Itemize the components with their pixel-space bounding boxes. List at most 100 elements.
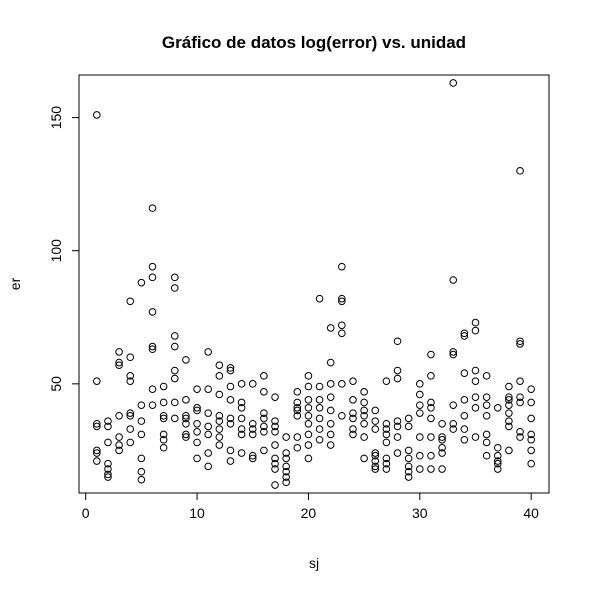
data-point (182, 414, 190, 423)
data-point (349, 409, 357, 417)
data-point (471, 318, 480, 327)
data-point (326, 380, 335, 388)
data-point (449, 350, 458, 359)
data-point (326, 358, 335, 367)
data-point (159, 411, 168, 420)
data-point (516, 337, 524, 346)
data-point (460, 396, 469, 404)
data-point (460, 369, 469, 377)
data-point (438, 449, 446, 457)
data-point (449, 419, 458, 428)
data-point (427, 404, 435, 412)
data-point (215, 425, 224, 433)
data-point (159, 435, 168, 444)
data-point (315, 425, 324, 433)
data-point (516, 340, 524, 348)
data-point (226, 446, 235, 455)
data-point (404, 467, 413, 476)
data-point (449, 425, 458, 433)
data-point (304, 454, 313, 463)
x-tick-label: 30 (412, 505, 428, 521)
data-point (416, 433, 424, 441)
data-point (493, 404, 502, 412)
y-tick-label: 100 (48, 239, 64, 263)
data-point (516, 427, 524, 436)
data-point (427, 398, 435, 407)
data-point (115, 361, 123, 370)
data-point (115, 441, 123, 449)
data-point (182, 419, 190, 428)
data-point (326, 324, 335, 332)
data-point (115, 446, 123, 455)
data-point (215, 361, 224, 370)
data-point (360, 406, 368, 415)
data-point (182, 430, 190, 439)
data-point (104, 422, 112, 431)
data-point (360, 411, 368, 420)
data-point (460, 411, 469, 420)
data-point (349, 430, 357, 439)
data-point (449, 276, 458, 284)
data-point (360, 433, 368, 441)
data-point (215, 417, 224, 425)
data-point (215, 411, 224, 420)
data-point (182, 396, 190, 404)
data-point (460, 435, 469, 444)
data-point (137, 475, 146, 484)
data-point (204, 422, 212, 431)
data-point (527, 430, 535, 439)
data-point (226, 364, 235, 372)
data-point (215, 441, 224, 449)
data-point (260, 422, 268, 431)
data-point (304, 404, 313, 412)
data-point (237, 449, 246, 457)
y-axis: 50 100 150 (48, 106, 80, 392)
data-point (271, 427, 279, 436)
data-point (349, 377, 357, 385)
data-point (393, 366, 402, 375)
data-point (204, 430, 212, 439)
data-point (416, 409, 424, 417)
data-point (204, 348, 212, 356)
data-point (315, 404, 324, 412)
data-point (159, 443, 168, 452)
data-point (93, 457, 101, 465)
data-point (126, 411, 135, 420)
data-point (505, 446, 513, 455)
data-point (527, 398, 535, 407)
data-point (226, 382, 235, 391)
x-tick-label: 40 (523, 505, 539, 521)
data-point (248, 430, 257, 439)
data-point (226, 396, 235, 404)
data-point (338, 294, 346, 303)
data-point (104, 473, 112, 481)
data-point (170, 284, 179, 292)
data-point (382, 465, 391, 473)
data-point (527, 446, 535, 455)
data-point (371, 451, 380, 460)
data-point (204, 462, 212, 471)
data-point (527, 414, 535, 423)
data-point (505, 393, 513, 401)
data-point (104, 438, 112, 447)
data-point (493, 465, 502, 473)
data-point (193, 406, 201, 415)
data-point (393, 417, 402, 425)
data-point (338, 297, 346, 306)
data-point (360, 454, 368, 463)
data-point (360, 388, 368, 396)
data-point (505, 401, 513, 409)
data-point (371, 457, 380, 465)
data-point (182, 433, 190, 441)
data-point (438, 443, 446, 452)
data-point (393, 337, 402, 346)
data-point (271, 454, 279, 463)
data-point (182, 356, 190, 364)
data-point (527, 385, 535, 393)
data-point (493, 459, 502, 468)
data-point (293, 388, 302, 396)
data-point (237, 380, 246, 388)
data-point (382, 419, 391, 428)
data-point (148, 345, 157, 354)
data-point (193, 427, 201, 436)
